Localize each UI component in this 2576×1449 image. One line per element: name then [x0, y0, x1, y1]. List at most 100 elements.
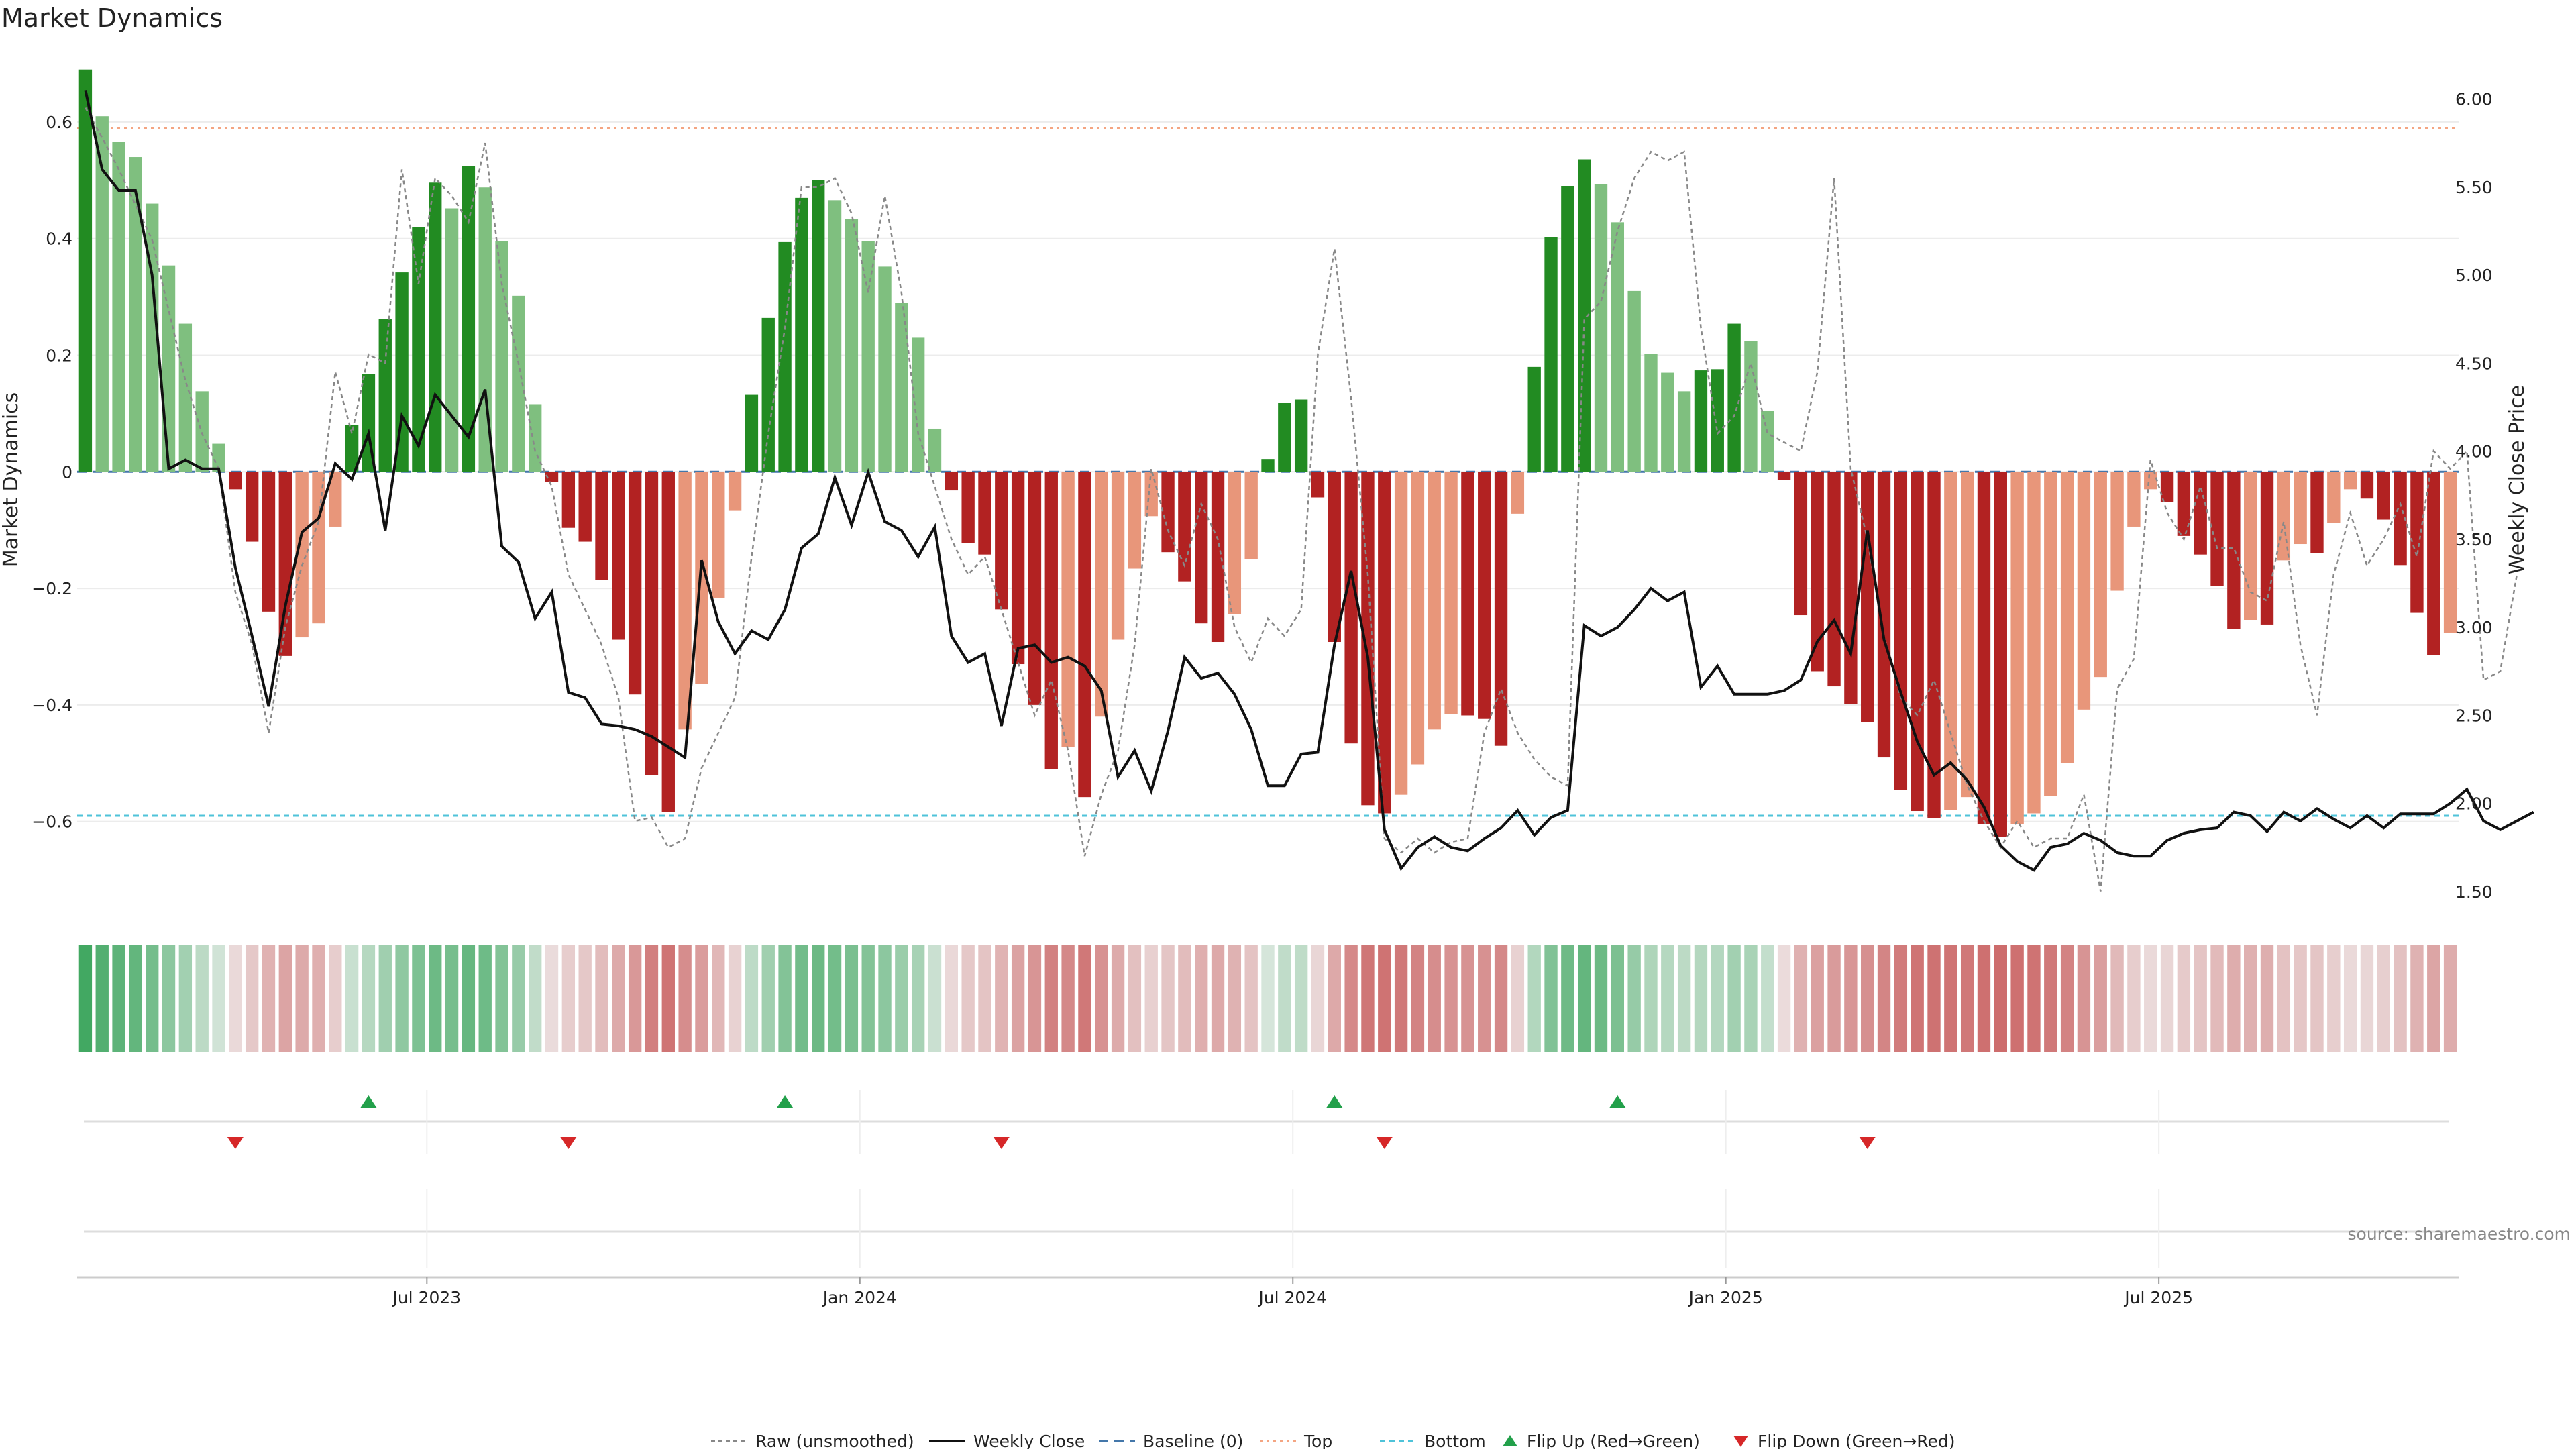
weekly-close-line [84, 89, 2534, 872]
heat-cell [178, 945, 193, 1052]
heat-cell [761, 945, 775, 1052]
flip-up-marker [777, 1095, 794, 1108]
heat-cell [911, 945, 925, 1052]
bar [628, 472, 642, 695]
heat-cell [1594, 945, 1608, 1052]
bar [2443, 472, 2457, 633]
right-tick-label: 5.00 [2455, 266, 2493, 285]
bar [1361, 472, 1375, 806]
bar [1228, 472, 1242, 614]
legend-label: Baseline (0) [1143, 1432, 1243, 1449]
bar [295, 472, 309, 638]
right-tick-label: 6.00 [2455, 90, 2493, 109]
heat-cell [1811, 945, 1824, 1052]
bar [2244, 472, 2257, 620]
bar [1128, 472, 1142, 569]
bar [529, 404, 542, 472]
bar [1294, 399, 1308, 472]
heat-cell [2227, 945, 2241, 1052]
x-tick-label: Jul 2023 [391, 1288, 461, 1307]
right-tick-label: 1.50 [2455, 882, 2493, 902]
heat-cell [2160, 945, 2174, 1052]
heat-cell [1195, 945, 1208, 1052]
bar [1644, 354, 1658, 472]
heat-cell [1095, 945, 1108, 1052]
bar [312, 472, 325, 624]
bar [1111, 472, 1125, 640]
bar [278, 472, 292, 656]
left-tick-label: −0.4 [32, 696, 72, 715]
heat-cell [1394, 945, 1408, 1052]
bar [229, 472, 242, 490]
heat-cell [1211, 945, 1225, 1052]
heat-cell [2077, 945, 2091, 1052]
left-axis-label: Market Dynamics [0, 392, 23, 568]
heat-cell [378, 945, 392, 1052]
flip-up-marker [1326, 1095, 1343, 1108]
bar [2010, 472, 2024, 824]
right-axis: 6.00 5.50 5.00 4.50 4.00 3.50 3.00 2.50 2.00 1.50 [2455, 90, 2493, 902]
bar [345, 425, 359, 472]
bar [2227, 472, 2241, 629]
bar [1428, 472, 1441, 730]
flip-down-marker [227, 1137, 244, 1149]
source-label: source: sharemaestro.com [2348, 1224, 2571, 1244]
bar [1611, 222, 1625, 472]
heat-cell [1328, 945, 1341, 1052]
flip-down-marker [1376, 1137, 1393, 1149]
heat-cell [278, 945, 292, 1052]
heat-cell [1527, 945, 1541, 1052]
bar [1994, 472, 2007, 837]
line-series [84, 89, 2534, 892]
heat-cell [712, 945, 725, 1052]
bar [845, 219, 859, 472]
heat-cell [2194, 945, 2207, 1052]
bar [329, 472, 342, 527]
legend-label: Top [1303, 1432, 1332, 1449]
bar [1727, 323, 1741, 472]
legend-label: Weekly Close [973, 1432, 1085, 1449]
bar [462, 166, 476, 472]
heat-cell [529, 945, 542, 1052]
heat-cell [928, 945, 942, 1052]
heat-cell [1011, 945, 1025, 1052]
heat-cell [1028, 945, 1042, 1052]
heat-cell [329, 945, 342, 1052]
heat-cell [1144, 945, 1158, 1052]
heat-cell [1228, 945, 1242, 1052]
heat-cell [545, 945, 559, 1052]
heat-cell [112, 945, 125, 1052]
bar [1777, 472, 1791, 480]
raw-line [85, 107, 2518, 892]
bar [2260, 472, 2274, 625]
bar [945, 472, 959, 491]
legend-label: Bottom [1424, 1432, 1486, 1449]
bar [162, 265, 176, 472]
heat-cell [778, 945, 792, 1052]
bar [995, 472, 1008, 610]
heat-cell [1428, 945, 1441, 1052]
heat-cell [478, 945, 492, 1052]
heat-cell [2044, 945, 2057, 1052]
bar [745, 394, 759, 472]
heat-cell [1078, 945, 1091, 1052]
heat-cell [1711, 945, 1724, 1052]
heat-cell [1911, 945, 1924, 1052]
bar [1195, 472, 1208, 624]
bar [1811, 472, 1824, 672]
bar [878, 266, 892, 472]
heat-cell [1494, 945, 1508, 1052]
heat-cell [1044, 945, 1058, 1052]
heat-cell [1378, 945, 1391, 1052]
heat-cell [345, 945, 359, 1052]
heat-cell [495, 945, 508, 1052]
flip-up-marker [360, 1095, 377, 1108]
bar [795, 197, 808, 472]
bar [2410, 472, 2424, 613]
heat-cell [2277, 945, 2291, 1052]
heat-cell [1894, 945, 1908, 1052]
heat-cell [1561, 945, 1574, 1052]
heat-cell [1960, 945, 1974, 1052]
heat-cell [2210, 945, 2224, 1052]
bar [245, 472, 259, 542]
